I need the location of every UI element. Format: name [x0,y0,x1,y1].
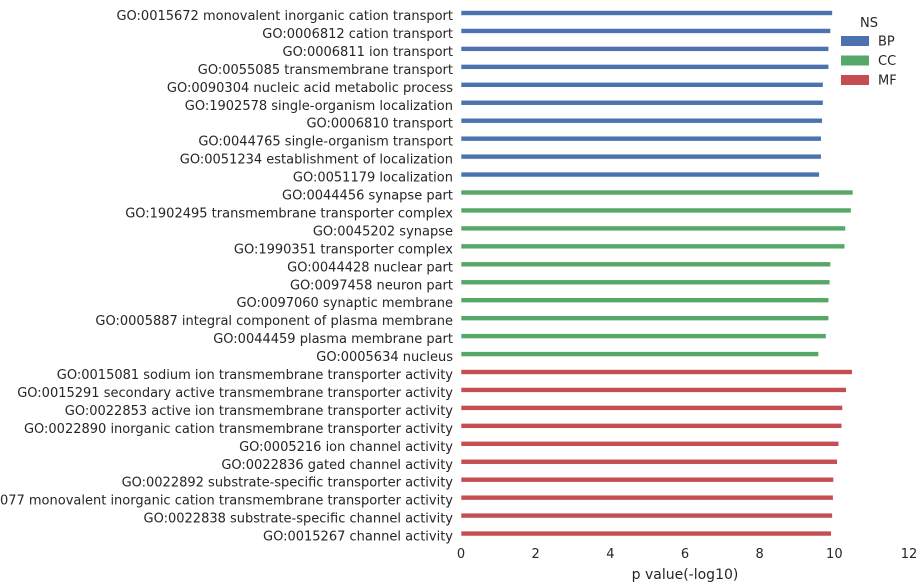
category-label-27: GO:0015077 monovalent inorganic cation t… [0,494,453,509]
bar-mf-20 [460,369,853,375]
x-tick-label-4: 8 [756,547,764,562]
bar-cc-13 [460,243,846,250]
bar-cc-12 [460,225,846,232]
category-label-22: GO:0022853 active ion transmembrane tran… [65,404,454,419]
category-label-4: GO:0090304 nucleic acid metabolic proces… [167,81,453,96]
category-label-12: GO:0045202 synapse [313,224,453,239]
legend-swatch-mf [841,75,869,85]
x-tick-label-2: 4 [606,547,614,562]
category-labels: GO:0015672 monovalent inorganic cation t… [0,9,453,545]
category-label-10: GO:0044456 synapse part [282,189,453,204]
bar-bp-2 [460,46,830,52]
x-tick-label-6: 12 [901,547,918,562]
bar-cc-10 [460,189,854,196]
category-label-28: GO:0022838 substrate-specific channel ac… [144,512,454,527]
category-label-9: GO:0051179 localization [293,171,453,186]
category-label-5: GO:1902578 single-organism localization [185,99,453,114]
bar-bp-7 [460,135,822,142]
category-label-6: GO:0006810 transport [306,117,453,132]
category-label-23: GO:0022890 inorganic cation transmembran… [24,422,453,437]
bar-mf-21 [460,387,847,393]
category-label-14: GO:0044428 nuclear part [287,260,453,275]
category-label-18: GO:0044459 plasma membrane part [213,332,453,347]
category-label-1: GO:0006812 cation transport [262,27,453,42]
category-label-2: GO:0006811 ion transport [283,45,454,60]
category-label-11: GO:1902495 transmembrane transporter com… [125,206,453,221]
legend-swatch-bp [841,36,869,46]
bar-mf-26 [460,476,834,483]
category-label-20: GO:0015081 sodium ion transmembrane tran… [57,368,453,383]
bar-bp-3 [460,64,830,70]
bar-mf-24 [460,440,840,447]
bar-bp-1 [460,28,831,34]
category-label-15: GO:0097458 neuron part [290,278,453,293]
x-tick-label-5: 10 [826,547,843,562]
legend-label-cc: CC [878,54,896,69]
category-label-21: GO:0015291 secondary active transmembran… [17,386,453,401]
category-label-25: GO:0022836 gated channel activity [221,458,453,473]
x-axis: 0 2 4 6 8 10 12 [457,547,917,562]
category-label-3: GO:0055085 transmembrane transport [198,63,453,78]
bar-cc-11 [460,207,852,214]
x-axis-title: p value(-log10) [632,567,739,583]
bar-bp-5 [460,99,824,106]
x-tick-label-3: 6 [681,547,689,562]
category-label-17: GO:0005887 integral component of plasma … [95,314,453,329]
bar-cc-16 [460,297,830,304]
category-label-16: GO:0097060 synaptic membrane [236,296,453,311]
category-label-24: GO:0005216 ion channel activity [239,440,453,455]
bar-bp-8 [460,153,822,160]
category-label-8: GO:0051234 establishment of localization [180,153,453,168]
category-label-7: GO:0044765 single-organism transport [198,135,453,150]
bar-cc-19 [460,351,819,357]
bar-mf-29 [460,530,832,537]
category-label-29: GO:0015267 channel activity [263,530,453,545]
category-label-19: GO:0005634 nucleus [316,350,453,365]
legend-swatch-cc [841,55,869,66]
x-tick-label-1: 2 [532,547,540,562]
bar-cc-17 [460,315,830,321]
legend-label-mf: MF [878,74,897,89]
category-label-0: GO:0015672 monovalent inorganic cation t… [116,9,453,24]
bars-layer [460,10,854,537]
bar-cc-18 [460,333,827,339]
bar-cc-14 [460,261,831,268]
bar-mf-23 [460,423,843,429]
bar-mf-25 [460,458,838,465]
bar-bp-0 [460,10,833,16]
bar-mf-22 [460,405,843,411]
category-label-26: GO:0022892 substrate-specific transporte… [122,476,454,491]
x-tick-label-0: 0 [457,547,465,562]
legend-label-bp: BP [878,35,895,50]
bar-bp-6 [460,117,823,124]
bar-mf-28 [460,512,833,519]
bar-cc-15 [460,279,831,286]
bar-mf-27 [460,494,834,501]
legend-title: NS [860,16,878,31]
bar-bp-9 [460,171,820,178]
category-label-13: GO:1990351 transporter complex [234,242,453,257]
bar-bp-4 [460,82,824,88]
